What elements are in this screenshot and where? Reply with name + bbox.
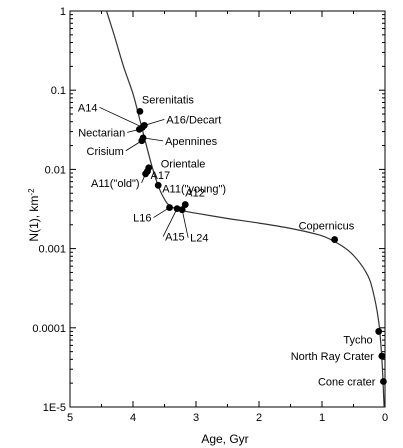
label-a17: A17	[150, 170, 170, 182]
x-tick-label: 2	[256, 412, 262, 424]
label-nectarian: Nectarian	[78, 127, 125, 139]
point-l24	[178, 206, 186, 214]
y-tick-label: 0.1	[51, 85, 66, 97]
label-a11-young: A11("young")	[162, 183, 226, 195]
y-axis-ticks: 1 0.1 0.01 0.001 0.0001 1E-5	[32, 6, 385, 414]
label-crisium: Crisium	[87, 146, 124, 158]
data-points	[135, 107, 387, 385]
x-tick-label: 3	[193, 412, 199, 424]
point-serenitatis	[136, 107, 144, 115]
y-tick-label: 1	[60, 6, 66, 18]
y-tick-label: 0.0001	[32, 323, 66, 335]
label-orientale: Orientale	[161, 159, 206, 171]
point-a16-decart	[140, 121, 148, 129]
label-cone-crater: Cone crater	[318, 376, 376, 388]
label-a15: A15	[165, 232, 185, 244]
point-tycho	[375, 328, 383, 335]
fit-curve	[105, 10, 385, 408]
leader-l24	[181, 209, 189, 238]
leader-a15	[162, 208, 178, 237]
x-axis-ticks: 5 4 3 2 1 0	[67, 11, 388, 424]
plot-frame	[69, 10, 386, 408]
label-a11-old: A11("old")	[91, 178, 140, 190]
leader-a14	[99, 106, 143, 128]
x-tick-label: 1	[319, 412, 325, 424]
y-tick-label: 0.01	[45, 164, 66, 176]
label-l24: L24	[190, 233, 208, 245]
label-copernicus: Copernicus	[299, 221, 355, 233]
point-nectarian	[135, 125, 143, 133]
label-apennines: Apennines	[165, 136, 217, 148]
label-a14: A14	[78, 102, 98, 114]
x-tick-label: 0	[382, 412, 388, 424]
point-crisium	[138, 137, 146, 145]
label-l16: L16	[133, 213, 151, 225]
label-a12: A12	[185, 188, 205, 200]
y-axis-title: N(1), km-2	[27, 188, 41, 242]
label-serenitatis: Serenitatis	[142, 94, 194, 106]
y-axis-title-main: N(1), km	[27, 196, 41, 242]
point-a11-old	[142, 170, 150, 178]
point-north-ray-crater	[378, 352, 386, 360]
x-tick-label: 5	[67, 412, 73, 424]
point-a11-young	[154, 181, 162, 189]
point-l16	[166, 204, 173, 211]
point-cone-crater	[380, 378, 387, 385]
data-labels: Serenitatis A14 A16/Decart Nectarian Apennin…	[78, 94, 376, 388]
fit-curve-layer	[105, 10, 385, 408]
point-copernicus	[331, 236, 338, 243]
y-tick-label: 0.001	[38, 244, 66, 256]
y-tick-label: 1E-5	[43, 402, 66, 414]
label-a16-decart: A16/Decart	[166, 114, 221, 126]
x-tick-label: 4	[130, 412, 136, 424]
plot-area	[69, 10, 386, 408]
y-axis-title-superscript: -2	[27, 188, 36, 196]
label-tycho: Tycho	[343, 334, 372, 346]
label-north-ray-crater: North Ray Crater	[291, 351, 374, 363]
point-a12	[181, 201, 189, 208]
x-axis-title: Age, Gyr	[201, 432, 248, 446]
leader-a16-decart	[144, 118, 165, 126]
